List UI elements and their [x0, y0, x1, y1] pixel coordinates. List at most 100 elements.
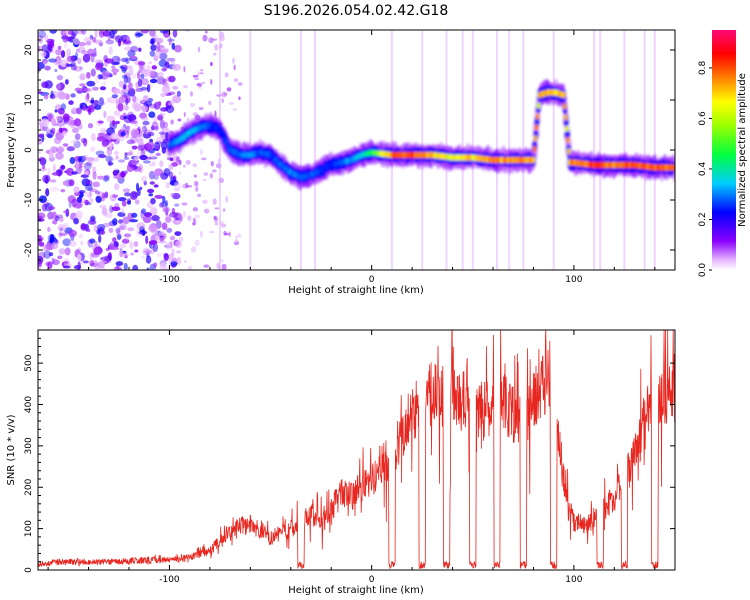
noise-blob: [103, 110, 107, 118]
noise-blob: [237, 82, 243, 86]
noise-blob: [111, 55, 121, 65]
noise-blob: [71, 111, 75, 115]
snr-axes: -100 0 100 0 100 200 300 400 500: [24, 329, 675, 585]
noise-blob: [107, 96, 117, 104]
noise-blob: [181, 202, 188, 206]
noise-blob: [64, 247, 71, 256]
snr-y-label: SNR (10 * v/v): [6, 414, 17, 485]
colorbar-tick-label: 0.2: [698, 212, 708, 226]
noise-blob: [203, 178, 206, 182]
ridge-core: [562, 103, 567, 110]
noise-blob: [99, 230, 106, 236]
noise-blob: [176, 250, 182, 254]
noise-blob: [160, 49, 169, 54]
noise-blob: [66, 146, 75, 152]
spectrogram-x-tick-label: -100: [159, 275, 180, 285]
noise-blob: [154, 125, 159, 131]
noise-blob: [125, 152, 133, 156]
colorbar-axes: 0.0 0.2 0.4 0.6 0.8: [698, 60, 712, 277]
noise-blob: [158, 230, 165, 236]
noise-blob: [57, 255, 63, 260]
noise-blob: [197, 46, 201, 53]
noise-blob: [177, 118, 182, 122]
noise-blob: [43, 250, 51, 259]
noise-blob: [135, 32, 144, 37]
noise-blob: [189, 185, 193, 188]
noise-blob: [50, 242, 59, 250]
noise-blob: [54, 137, 62, 145]
noise-blob: [47, 233, 56, 243]
noise-blob: [159, 262, 167, 270]
noise-blob: [165, 242, 172, 251]
ridge-core: [535, 113, 540, 120]
noise-blob: [184, 260, 187, 263]
noise-blob: [51, 211, 57, 218]
noise-blob: [73, 218, 79, 225]
noise-blob: [183, 164, 186, 168]
snr-y-tick-label: 500: [24, 354, 34, 371]
noise-blob: [98, 30, 105, 38]
noise-blob: [120, 170, 126, 178]
noise-blob: [146, 267, 150, 270]
noise-blob: [157, 240, 167, 244]
noise-blob: [114, 183, 120, 191]
noise-blob: [170, 60, 176, 65]
noise-blob: [203, 172, 209, 176]
noise-blob: [173, 44, 182, 53]
noise-blob: [118, 159, 125, 163]
noise-blob: [187, 215, 192, 221]
noise-blob: [123, 115, 128, 120]
noise-blob: [148, 131, 155, 137]
noise-blob: [148, 61, 152, 65]
noise-blob: [155, 51, 161, 59]
noise-blob: [55, 215, 60, 222]
noise-blob: [122, 216, 130, 225]
noise-blob: [113, 267, 118, 270]
noise-blob: [139, 86, 148, 92]
noise-blob: [159, 131, 166, 135]
noise-blob: [126, 125, 130, 134]
noise-blob: [212, 38, 218, 41]
colorbar-tick-label: 0.4: [698, 162, 708, 177]
noise-blob: [68, 229, 77, 237]
noise-blob: [127, 111, 134, 118]
noise-blob: [136, 222, 146, 230]
noise-blob: [92, 36, 97, 43]
noise-blob: [165, 181, 170, 189]
noise-blob: [156, 37, 164, 44]
noise-blob: [149, 70, 155, 79]
noise-blob: [113, 169, 119, 176]
noise-blob: [59, 82, 63, 91]
noise-blob: [56, 146, 65, 153]
noise-blob: [82, 53, 91, 63]
noise-blob: [192, 74, 199, 78]
noise-blob: [58, 127, 63, 133]
noise-blob: [141, 229, 146, 236]
noise-blob: [113, 110, 121, 117]
noise-blob: [125, 233, 130, 241]
noise-blob: [42, 61, 48, 65]
noise-blob: [69, 240, 77, 247]
noise-blob: [56, 116, 64, 123]
noise-blob: [73, 140, 81, 149]
noise-blob: [176, 256, 182, 266]
noise-blob: [210, 61, 213, 67]
snr-panel: -100 0 100 0 100 200 300 400 500 Height of strai…: [6, 329, 676, 596]
snr-plot-area: [38, 330, 675, 570]
noise-blob: [38, 212, 46, 220]
noise-blob: [123, 40, 133, 46]
noise-blob: [84, 191, 91, 197]
noise-blob: [201, 81, 206, 84]
noise-blob: [116, 57, 121, 61]
noise-blob: [51, 172, 60, 176]
noise-blob: [124, 46, 133, 51]
noise-blob: [115, 120, 120, 125]
noise-blob: [124, 170, 128, 175]
noise-blob: [159, 119, 165, 129]
noise-blob: [108, 46, 113, 55]
noise-blob: [84, 199, 89, 206]
noise-blob: [160, 201, 168, 208]
noise-blob: [143, 249, 152, 255]
noise-blob: [55, 116, 62, 121]
noise-blob: [38, 35, 44, 44]
